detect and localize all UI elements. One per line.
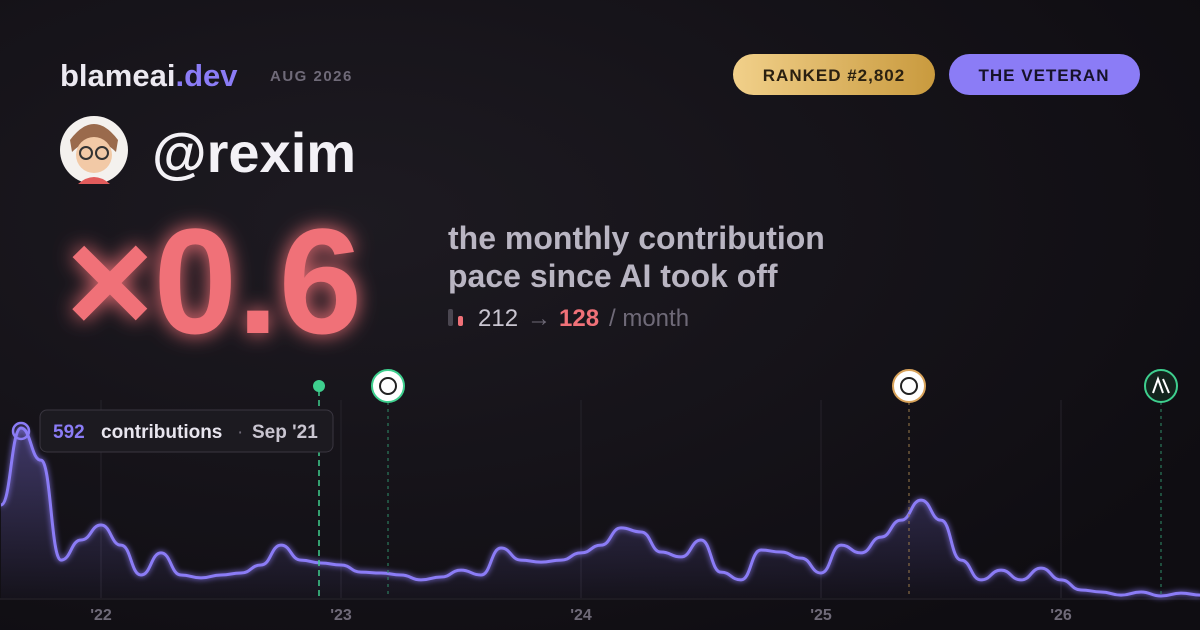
x-tick-label: '26 <box>1050 607 1072 624</box>
pace-stats: 212 → 128 / month <box>478 305 689 332</box>
event-icon <box>1152 376 1170 394</box>
title-badge: THE VETERAN <box>979 66 1110 85</box>
x-tick-label: '23 <box>330 607 352 624</box>
tooltip-value: 592 <box>53 422 85 443</box>
tooltip-sep: · <box>237 422 243 443</box>
event-icon <box>371 369 405 403</box>
events <box>313 369 1178 598</box>
unit: / month <box>609 305 689 332</box>
multiplier: ×0.6 <box>66 197 362 365</box>
tooltip: 592 contributions · Sep '21 <box>11 409 334 453</box>
title-badge-bg <box>949 54 1140 95</box>
date: AUG 2026 <box>270 68 353 85</box>
brand: blameai.dev <box>60 58 238 93</box>
tooltip-point <box>11 421 31 441</box>
tooltip-date: Sep '21 <box>252 422 318 443</box>
handle: @rexim <box>152 121 356 184</box>
x-tick-label: '24 <box>570 607 592 624</box>
bar-icon <box>458 316 463 326</box>
event-icon <box>892 369 926 403</box>
brand-name: blameai <box>60 58 175 93</box>
event-icon <box>900 377 918 395</box>
event-dot <box>313 380 325 392</box>
avatar <box>60 116 128 184</box>
description: the monthly contribution <box>448 220 825 256</box>
tooltip-label: contributions <box>101 422 222 443</box>
rank-badge: RANKED #2,802 <box>763 66 905 85</box>
description: pace since AI took off <box>448 258 778 294</box>
tooltip-box <box>39 409 334 453</box>
rank-badge-bg <box>733 54 935 95</box>
arrow: → <box>527 305 551 332</box>
after: 128 <box>559 305 599 332</box>
x-tick-label: '25 <box>810 607 832 624</box>
line <box>0 426 1200 598</box>
brand-tld: .dev <box>175 58 238 93</box>
before: 212 <box>478 305 518 332</box>
x-tick-label: '22 <box>90 607 112 624</box>
bar-icon <box>448 309 453 326</box>
tooltip-text: 592 contributions · Sep '21 <box>53 422 318 443</box>
area <box>1 428 1200 598</box>
event-icon <box>379 377 397 395</box>
